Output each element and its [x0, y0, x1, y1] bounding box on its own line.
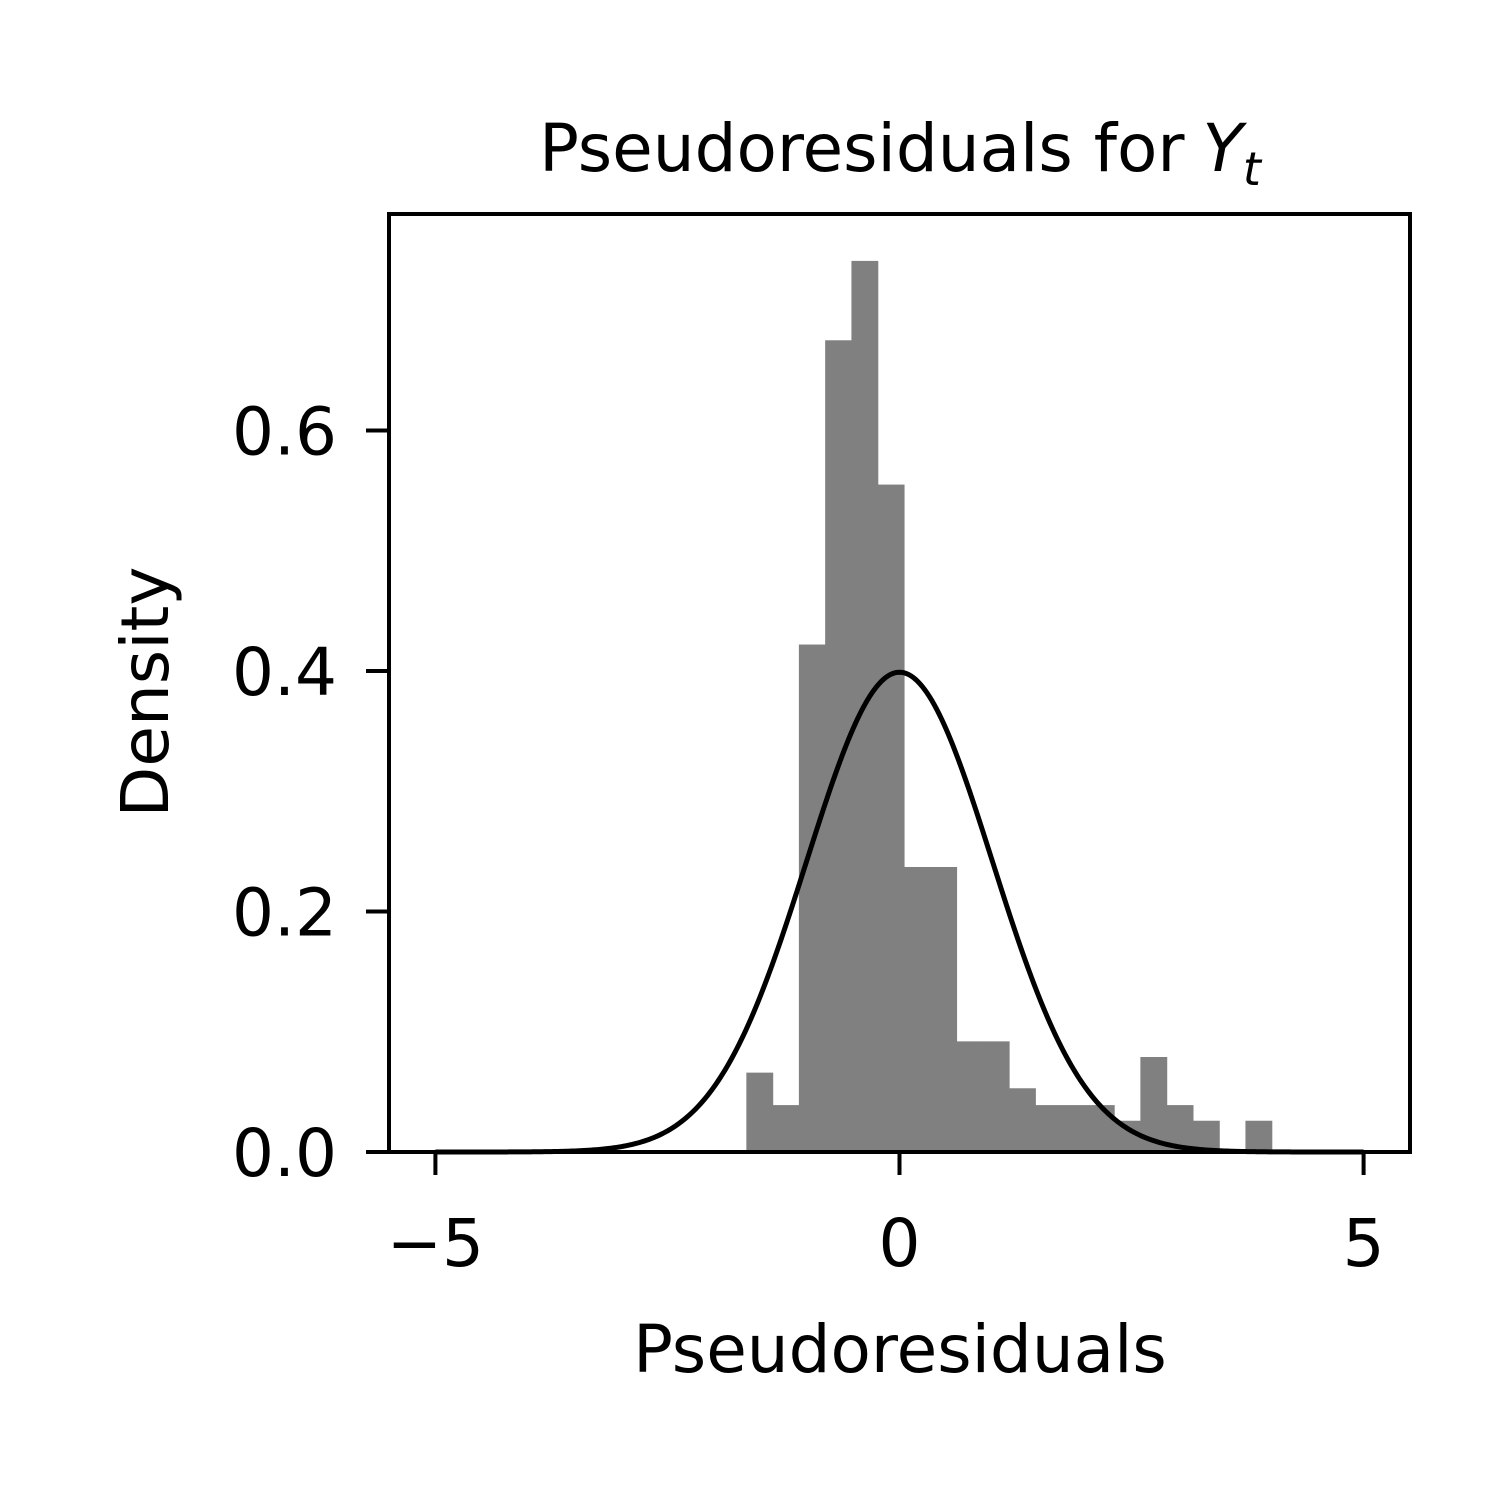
histogram-bar — [1035, 1105, 1062, 1152]
histogram-bar — [1009, 1088, 1036, 1152]
y-axis-label: Density — [107, 567, 184, 818]
histogram-bar — [930, 867, 957, 1152]
histogram-bar — [904, 867, 931, 1152]
x-tick-label: 5 — [1343, 1205, 1385, 1282]
chart-title: Pseudoresiduals for Yt — [539, 110, 1263, 196]
chart-title-variable: Y — [1203, 110, 1248, 187]
y-tick-label: 0.0 — [232, 1115, 337, 1192]
histogram-bar — [878, 485, 905, 1152]
y-tick-label: 0.2 — [232, 874, 337, 951]
y-axis-ticks: 0.0 0.2 0.4 0.6 — [232, 393, 389, 1192]
histogram-bar — [1062, 1105, 1089, 1152]
histogram-bar — [773, 1105, 800, 1152]
histogram-bar — [799, 645, 826, 1152]
x-axis-ticks: −5 0 5 — [387, 1152, 1385, 1282]
x-tick-label: −5 — [387, 1205, 484, 1282]
x-axis-label: Pseudoresiduals — [633, 1311, 1167, 1388]
histogram-bars — [746, 261, 1272, 1152]
histogram-bar — [746, 1073, 773, 1152]
y-tick-label: 0.6 — [232, 393, 337, 470]
x-tick-label: 0 — [879, 1205, 921, 1282]
chart-title-subscript: t — [1243, 142, 1263, 196]
histogram-bar — [956, 1041, 983, 1152]
histogram-bar — [1245, 1121, 1272, 1152]
histogram-bar — [983, 1041, 1010, 1152]
histogram-bar — [1088, 1105, 1115, 1152]
y-tick-label: 0.4 — [232, 634, 337, 711]
chart-title-text: Pseudoresiduals for — [539, 110, 1185, 187]
